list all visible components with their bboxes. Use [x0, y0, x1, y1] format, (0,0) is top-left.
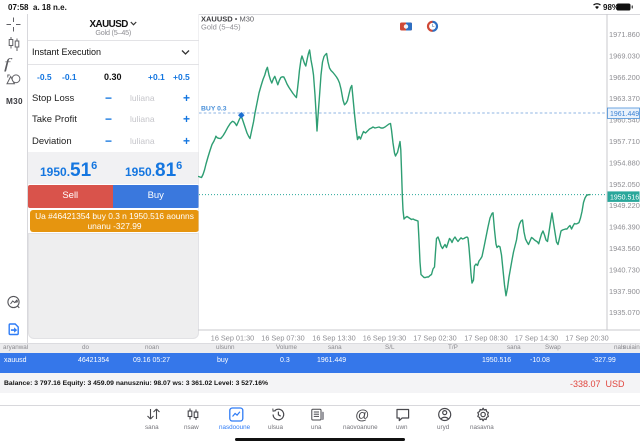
- svg-text:16 Sep 13:30: 16 Sep 13:30: [312, 334, 355, 343]
- svg-text:16 Sep 01:30: 16 Sep 01:30: [211, 334, 254, 343]
- svg-text:1969.030: 1969.030: [609, 51, 640, 60]
- svg-text:1940.730: 1940.730: [609, 265, 640, 274]
- svg-text:M30: M30: [6, 97, 23, 106]
- svg-text:1937.900: 1937.900: [609, 287, 640, 296]
- svg-text:1949.220: 1949.220: [609, 201, 640, 210]
- svg-text:BUY 0.3: BUY 0.3: [201, 106, 227, 113]
- svg-text:1952.050: 1952.050: [609, 180, 640, 189]
- svg-text:17 Sep 14:30: 17 Sep 14:30: [515, 334, 558, 343]
- svg-text:1960.540: 1960.540: [609, 116, 640, 125]
- svg-text:f: f: [4, 55, 13, 71]
- svg-text:1963.370: 1963.370: [609, 94, 640, 103]
- svg-text:1957.710: 1957.710: [609, 137, 640, 146]
- svg-text:XAUUSD • M30: XAUUSD • M30: [201, 15, 254, 24]
- svg-text:1954.880: 1954.880: [609, 158, 640, 167]
- svg-text:17 Sep 20:30: 17 Sep 20:30: [565, 334, 608, 343]
- svg-text:1946.390: 1946.390: [609, 223, 640, 232]
- svg-text:1935.070: 1935.070: [609, 308, 640, 317]
- svg-text:1971.860: 1971.860: [609, 30, 640, 39]
- svg-text:1961.449: 1961.449: [610, 111, 639, 118]
- svg-text:17 Sep 08:30: 17 Sep 08:30: [464, 334, 507, 343]
- svg-text:@: @: [355, 407, 369, 422]
- svg-text:Gold (5–45): Gold (5–45): [201, 23, 241, 32]
- svg-text:16 Sep 07:30: 16 Sep 07:30: [261, 334, 304, 343]
- svg-text:1950.516: 1950.516: [610, 194, 639, 201]
- svg-text:17 Sep 02:30: 17 Sep 02:30: [413, 334, 456, 343]
- svg-text:1943.560: 1943.560: [609, 244, 640, 253]
- svg-text:1966.200: 1966.200: [609, 73, 640, 82]
- svg-text:16 Sep 19:30: 16 Sep 19:30: [363, 334, 406, 343]
